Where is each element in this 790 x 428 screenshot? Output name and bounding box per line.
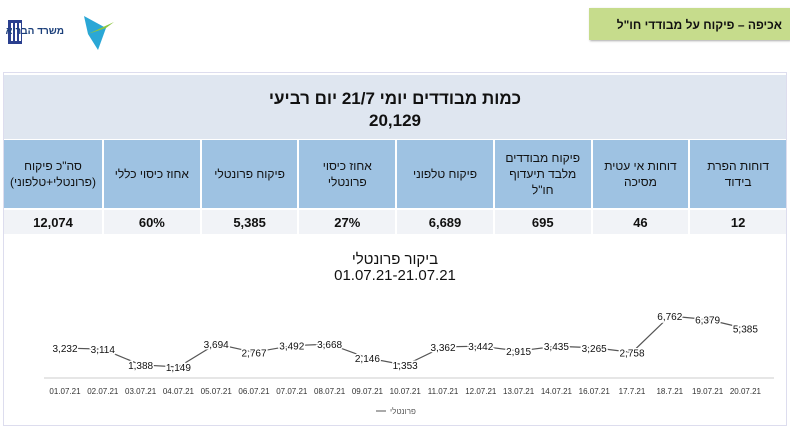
summary-title: כמות מבודדים יומי 21/7 יום רביעי <box>268 89 522 108</box>
legend-label: פרונטלי <box>390 407 416 416</box>
data-label: 3,114 <box>91 345 116 356</box>
chart-title: ביקור פרונטלי <box>351 251 439 268</box>
x-tick-label: 03.07.21 <box>125 387 157 396</box>
x-tick-label: 13.07.21 <box>503 387 535 396</box>
chart-subtitle: 01.07.21-21.07.21 <box>334 267 456 284</box>
column-value: 27% <box>299 210 396 234</box>
section-tag: אכיפה – פיקוח על מבודדי חו"ל <box>589 8 790 40</box>
column-value: 12 <box>690 210 786 234</box>
column-value: 46 <box>592 210 689 234</box>
data-label: 3,435 <box>544 342 569 353</box>
data-label: 2,146 <box>355 354 380 365</box>
svg-text:משרד הבריאות: משרד הבריאות <box>6 26 64 37</box>
x-tick-label: 10.07.21 <box>390 387 422 396</box>
data-label: 5,385 <box>733 325 758 336</box>
data-label: 3,265 <box>582 344 607 355</box>
x-tick-label: 17.7.21 <box>619 387 646 396</box>
column-value: 60% <box>104 210 200 234</box>
series-line <box>64 315 746 368</box>
column-header: אחוז כיסוי פרונטלי <box>299 140 396 208</box>
line-chart: 3,232 01.07.21 3,114 02.07.21 1,388 03.07.21 1… <box>44 311 774 416</box>
report-panel: כמות מבודדים יומי 21/7 יום רביעי 20,129 … <box>3 72 787 426</box>
x-tick-label: 06.07.21 <box>238 387 270 396</box>
summary-band: כמות מבודדים יומי 21/7 יום רביעי 20,129 <box>4 75 786 139</box>
ministry-of-health-logo: משרד הבריאות <box>6 12 126 52</box>
column-header: דוחות אי עטית מסיכה <box>592 140 689 208</box>
column-value: 5,385 <box>201 210 298 234</box>
x-tick-label: 11.07.21 <box>428 387 459 396</box>
x-tick-label: 09.07.21 <box>352 387 384 396</box>
data-label: 3,232 <box>52 344 77 355</box>
stats-table: דוחות הפרת בידוד דוחות אי עטית מסיכה פיקוח… <box>4 140 786 234</box>
x-tick-label: 04.07.21 <box>163 387 195 396</box>
column-value: 12,074 <box>4 210 102 234</box>
logo-emblem-icon: משרד הבריאות <box>6 16 114 50</box>
data-label: 1,149 <box>166 363 191 374</box>
x-tick-label: 05.07.21 <box>201 387 233 396</box>
column-header: אחוז כיסוי כללי <box>104 140 200 208</box>
x-tick-label: 08.07.21 <box>314 387 346 396</box>
data-label: 6,762 <box>657 312 682 323</box>
column-header: דוחות הפרת בידוד <box>690 140 786 208</box>
data-label: 2,915 <box>506 347 531 358</box>
x-tick-label: 19.07.21 <box>692 387 724 396</box>
x-tick-label: 01.07.21 <box>49 387 81 396</box>
x-tick-label: 07.07.21 <box>276 387 308 396</box>
summary-total: 20,129 <box>369 111 421 130</box>
data-label: 3,668 <box>317 340 342 351</box>
data-label: 3,694 <box>204 340 229 351</box>
data-label: 3,362 <box>430 343 455 354</box>
x-tick-label: 14.07.21 <box>541 387 573 396</box>
column-header: סה"כ פיקוח (פרונטלי+טלפוני) <box>4 140 102 208</box>
data-label: 1,388 <box>128 361 153 372</box>
data-label: 6,379 <box>695 315 720 326</box>
column-header: פיקוח פרונטלי <box>201 140 298 208</box>
column-value: 695 <box>494 210 591 234</box>
x-tick-label: 18.7.21 <box>656 387 683 396</box>
data-label: 1,353 <box>393 361 418 372</box>
data-label: 2,758 <box>619 348 644 359</box>
data-label: 3,442 <box>468 342 493 353</box>
x-tick-label: 20.07.21 <box>730 387 762 396</box>
x-tick-label: 16.07.21 <box>579 387 611 396</box>
column-header: פיקוח מבודדים מלבד תיעדוף חו"ל <box>494 140 591 208</box>
column-value: 6,689 <box>397 210 493 234</box>
x-tick-label: 02.07.21 <box>87 387 119 396</box>
data-label: 2,767 <box>241 348 266 359</box>
x-tick-label: 12.07.21 <box>465 387 497 396</box>
column-header: פיקוח טלפוני <box>397 140 493 208</box>
data-label: 3,492 <box>279 342 304 353</box>
